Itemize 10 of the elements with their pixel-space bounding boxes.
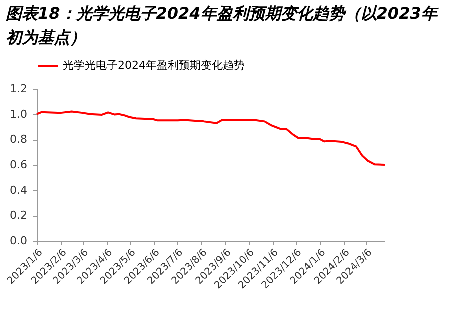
line-series [36,110,386,166]
y-tick-label: 0.4 [10,184,28,197]
y-tick-label: 0.6 [10,158,28,172]
chart-title: 图表18：光学光电子2024年盈利预期变化趋势（以2023年初为基点） [5,3,440,49]
y-tick-label: 0.0 [10,234,28,248]
y-tick-label: 1.0 [10,108,28,121]
y-tick-label: 0.8 [10,133,28,146]
y-tick-label: 1.2 [10,82,28,96]
y-tick-label: 0.2 [10,209,28,222]
legend-label: 光学光电子2024年盈利预期变化趋势 [63,59,245,72]
